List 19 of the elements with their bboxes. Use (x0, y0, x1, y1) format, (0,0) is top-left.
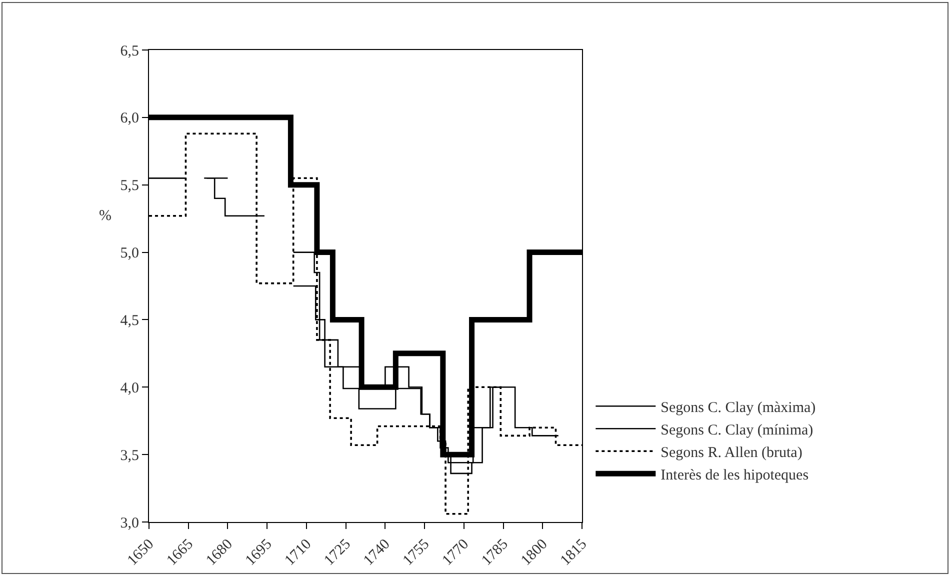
x-tick-label: 1710 (282, 536, 315, 569)
y-tick-label: 5,5 (120, 178, 139, 194)
y-tick-label: 5,0 (120, 246, 139, 262)
y-tick-label: 4,0 (120, 380, 139, 396)
y-tick-label: 6,0 (120, 110, 139, 127)
legend-label: Segons C. Clay (màxima) (660, 400, 816, 416)
legend-label: Segons R. Allen (bruta) (660, 444, 802, 461)
legend-label: Interès de les hipoteques (660, 467, 809, 484)
x-tick-label: 1650 (124, 536, 158, 569)
y-tick-label: 3,0 (120, 515, 139, 532)
y-tick-label: 6,5 (120, 43, 139, 60)
x-tick-label: 1770 (440, 536, 472, 569)
legend-label: Segons C. Clay (mínima) (660, 422, 814, 438)
x-tick-label: 1800 (518, 536, 551, 569)
y-axis-title: % (99, 208, 112, 224)
x-tick-label: 1740 (360, 536, 394, 569)
y-tick-label: 4,5 (120, 312, 139, 329)
y-tick-label: 3,5 (120, 448, 139, 464)
x-tick-label: 1680 (203, 536, 236, 569)
